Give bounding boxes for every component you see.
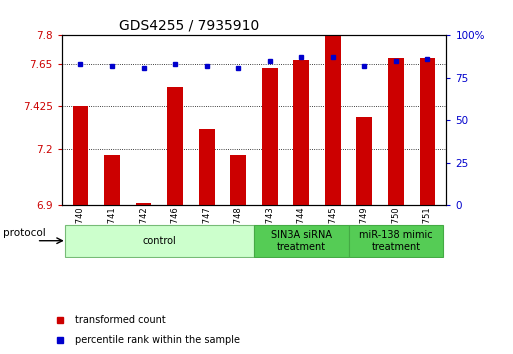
FancyBboxPatch shape bbox=[65, 225, 254, 257]
Text: control: control bbox=[143, 236, 176, 246]
Text: miR-138 mimic
treatment: miR-138 mimic treatment bbox=[359, 230, 432, 252]
Bar bbox=[325, 35, 341, 205]
FancyBboxPatch shape bbox=[254, 225, 348, 257]
Bar bbox=[357, 116, 372, 205]
Bar bbox=[104, 155, 120, 205]
Text: protocol: protocol bbox=[3, 228, 46, 238]
Bar bbox=[420, 58, 435, 205]
Text: GDS4255 / 7935910: GDS4255 / 7935910 bbox=[119, 19, 260, 33]
Bar bbox=[230, 155, 246, 205]
Bar bbox=[293, 60, 309, 205]
Bar bbox=[167, 87, 183, 205]
Text: SIN3A siRNA
treatment: SIN3A siRNA treatment bbox=[271, 230, 332, 252]
Bar bbox=[262, 68, 278, 205]
FancyBboxPatch shape bbox=[348, 225, 443, 257]
Bar bbox=[388, 58, 404, 205]
Bar bbox=[199, 129, 214, 205]
Bar bbox=[73, 106, 88, 205]
Text: percentile rank within the sample: percentile rank within the sample bbox=[75, 335, 240, 345]
Text: transformed count: transformed count bbox=[75, 315, 166, 325]
Bar bbox=[135, 204, 151, 205]
